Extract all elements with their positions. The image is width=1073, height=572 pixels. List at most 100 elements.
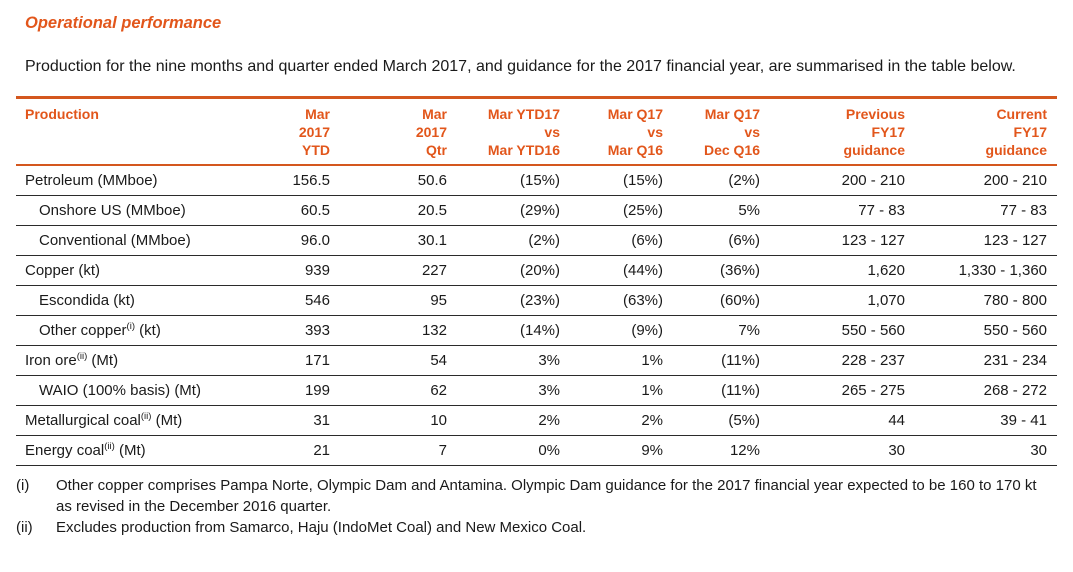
cell-q-vs-dec: 5% <box>673 195 770 226</box>
cell-q-vs-q16: 9% <box>570 435 673 466</box>
cell-q-vs-dec: (36%) <box>673 255 770 286</box>
cell-prev-guidance: 200 - 210 <box>770 165 915 196</box>
cell-ytd-vs: 3% <box>457 345 570 376</box>
footnote-ii: (ii) Excludes production from Samarco, H… <box>16 517 1057 538</box>
cell-prev-guidance: 1,070 <box>770 285 915 316</box>
intro-paragraph: Production for the nine months and quart… <box>25 58 1016 75</box>
footnote-ref: (i) <box>126 321 135 332</box>
cell-mar-qtr: 132 <box>340 315 457 346</box>
table-row-conventional: Conventional (MMboe) 96.0 30.1 (2%) (6%)… <box>16 225 1057 256</box>
cell-ytd-vs: (23%) <box>457 285 570 316</box>
production-table: Production Mar 2017 YTD Mar 2017 Qtr Mar… <box>16 96 1057 466</box>
cell-prev-guidance: 228 - 237 <box>770 345 915 376</box>
cell-q-vs-dec: 7% <box>673 315 770 346</box>
cell-curr-guidance: 200 - 210 <box>915 165 1057 196</box>
cell-curr-guidance: 123 - 127 <box>915 225 1057 256</box>
footnote-ref: (ii) <box>104 441 115 452</box>
cell-mar-ytd: 546 <box>278 285 340 316</box>
footnote-marker: (i) <box>16 477 30 494</box>
row-label: Other copper(i) (kt) <box>16 315 278 346</box>
row-label: Onshore US (MMboe) <box>16 195 278 226</box>
cell-ytd-vs: (29%) <box>457 195 570 226</box>
cell-curr-guidance: 268 - 272 <box>915 375 1057 406</box>
footnotes-section: (i) Other copper comprises Pampa Norte, … <box>16 475 1057 538</box>
cell-mar-qtr: 54 <box>340 345 457 376</box>
cell-q-vs-q16: (44%) <box>570 255 673 286</box>
table-row-energy-coal: Energy coal(ii) (Mt) 21 7 0% 9% 12% 30 3… <box>16 435 1057 466</box>
cell-mar-ytd: 939 <box>278 255 340 286</box>
table-row-other-copper: Other copper(i) (kt) 393 132 (14%) (9%) … <box>16 315 1057 346</box>
table-row-copper: Copper (kt) 939 227 (20%) (44%) (36%) 1,… <box>16 255 1057 286</box>
column-header-q17-vs-dec-q16: Mar Q17 vs Dec Q16 <box>673 97 770 166</box>
cell-curr-guidance: 1,330 - 1,360 <box>915 255 1057 286</box>
footnote-text: Other copper comprises Pampa Norte, Olym… <box>56 477 1037 515</box>
cell-mar-ytd: 171 <box>278 345 340 376</box>
cell-curr-guidance: 780 - 800 <box>915 285 1057 316</box>
cell-ytd-vs: 0% <box>457 435 570 466</box>
column-header-mar-2017-ytd: Mar 2017 YTD <box>278 97 340 166</box>
cell-q-vs-q16: (15%) <box>570 165 673 196</box>
row-label: Escondida (kt) <box>16 285 278 316</box>
cell-prev-guidance: 77 - 83 <box>770 195 915 226</box>
cell-ytd-vs: 2% <box>457 405 570 436</box>
cell-q-vs-dec: (2%) <box>673 165 770 196</box>
row-label: Iron ore(ii) (Mt) <box>16 345 278 376</box>
cell-mar-qtr: 95 <box>340 285 457 316</box>
document-page: Operational performance Production for t… <box>16 14 1057 538</box>
cell-prev-guidance: 44 <box>770 405 915 436</box>
column-header-production: Production <box>16 97 278 166</box>
cell-q-vs-dec: (11%) <box>673 375 770 406</box>
cell-mar-qtr: 20.5 <box>340 195 457 226</box>
cell-mar-qtr: 7 <box>340 435 457 466</box>
cell-curr-guidance: 550 - 560 <box>915 315 1057 346</box>
footnote-text: Excludes production from Samarco, Haju (… <box>56 519 587 536</box>
table-row-onshore-us: Onshore US (MMboe) 60.5 20.5 (29%) (25%)… <box>16 195 1057 226</box>
cell-ytd-vs: (14%) <box>457 315 570 346</box>
cell-mar-qtr: 62 <box>340 375 457 406</box>
row-label: Metallurgical coal(ii) (Mt) <box>16 405 278 436</box>
column-header-current-fy17-guidance: Current FY17 guidance <box>915 97 1057 166</box>
cell-prev-guidance: 123 - 127 <box>770 225 915 256</box>
footnote-i: (i) Other copper comprises Pampa Norte, … <box>16 475 1057 517</box>
cell-mar-qtr: 10 <box>340 405 457 436</box>
section-title: Operational performance <box>25 14 222 32</box>
cell-ytd-vs: (20%) <box>457 255 570 286</box>
cell-curr-guidance: 39 - 41 <box>915 405 1057 436</box>
row-label: Petroleum (MMboe) <box>16 165 278 196</box>
cell-mar-qtr: 50.6 <box>340 165 457 196</box>
table-row-escondida: Escondida (kt) 546 95 (23%) (63%) (60%) … <box>16 285 1057 316</box>
table-header-row: Production Mar 2017 YTD Mar 2017 Qtr Mar… <box>16 97 1057 166</box>
table-row-petroleum: Petroleum (MMboe) 156.5 50.6 (15%) (15%)… <box>16 165 1057 196</box>
table-row-waio: WAIO (100% basis) (Mt) 199 62 3% 1% (11%… <box>16 375 1057 406</box>
cell-q-vs-dec: (60%) <box>673 285 770 316</box>
column-header-mar-2017-qtr: Mar 2017 Qtr <box>340 97 457 166</box>
cell-ytd-vs: 3% <box>457 375 570 406</box>
cell-prev-guidance: 550 - 560 <box>770 315 915 346</box>
cell-q-vs-q16: (9%) <box>570 315 673 346</box>
column-header-q17-vs-q16: Mar Q17 vs Mar Q16 <box>570 97 673 166</box>
column-header-previous-fy17-guidance: Previous FY17 guidance <box>770 97 915 166</box>
cell-mar-ytd: 199 <box>278 375 340 406</box>
row-label: WAIO (100% basis) (Mt) <box>16 375 278 406</box>
cell-mar-ytd: 393 <box>278 315 340 346</box>
cell-q-vs-q16: (6%) <box>570 225 673 256</box>
cell-prev-guidance: 30 <box>770 435 915 466</box>
cell-mar-ytd: 60.5 <box>278 195 340 226</box>
table-row-metallurgical-coal: Metallurgical coal(ii) (Mt) 31 10 2% 2% … <box>16 405 1057 436</box>
row-label: Conventional (MMboe) <box>16 225 278 256</box>
cell-ytd-vs: (2%) <box>457 225 570 256</box>
table-row-iron-ore: Iron ore(ii) (Mt) 171 54 3% 1% (11%) 228… <box>16 345 1057 376</box>
row-label: Copper (kt) <box>16 255 278 286</box>
cell-q-vs-dec: 12% <box>673 435 770 466</box>
cell-q-vs-q16: 1% <box>570 375 673 406</box>
cell-q-vs-q16: (25%) <box>570 195 673 226</box>
footnote-ref: (ii) <box>76 351 88 362</box>
cell-q-vs-dec: (5%) <box>673 405 770 436</box>
column-header-ytd17-vs-ytd16: Mar YTD17 vs Mar YTD16 <box>457 97 570 166</box>
cell-mar-ytd: 31 <box>278 405 340 436</box>
row-label: Energy coal(ii) (Mt) <box>16 435 278 466</box>
footnote-ref: (ii) <box>140 411 152 422</box>
cell-prev-guidance: 1,620 <box>770 255 915 286</box>
cell-mar-qtr: 227 <box>340 255 457 286</box>
cell-q-vs-q16: 1% <box>570 345 673 376</box>
